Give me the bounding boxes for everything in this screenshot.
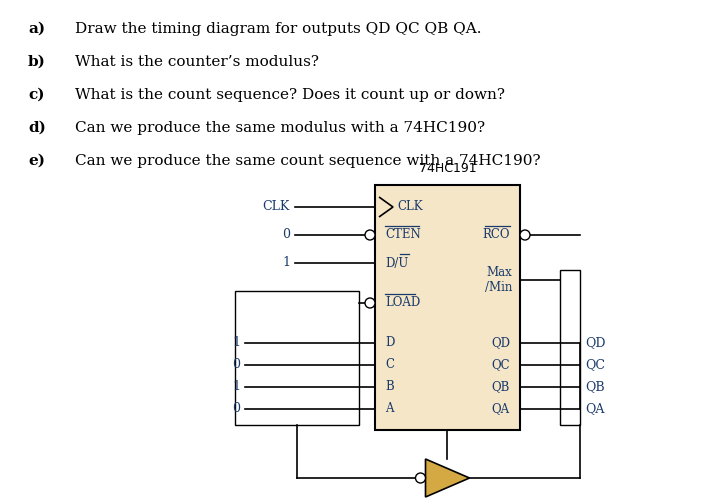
Text: Max
/Min: Max /Min <box>484 266 512 294</box>
Circle shape <box>520 230 530 240</box>
Text: QC: QC <box>585 358 605 371</box>
Text: d): d) <box>28 121 46 135</box>
Text: c): c) <box>28 88 44 102</box>
Text: D: D <box>385 337 394 349</box>
Text: QC: QC <box>492 358 510 371</box>
Bar <box>235 291 359 425</box>
Text: 74HC191: 74HC191 <box>418 162 476 175</box>
Text: C: C <box>385 358 394 371</box>
Text: B: B <box>385 381 394 394</box>
Circle shape <box>365 230 375 240</box>
Bar <box>375 185 520 430</box>
Text: A: A <box>385 403 394 415</box>
Bar <box>560 270 580 425</box>
Text: CTEN: CTEN <box>385 228 420 241</box>
Text: 0: 0 <box>232 358 240 371</box>
Text: QB: QB <box>585 381 605 394</box>
Text: a): a) <box>28 22 45 36</box>
Text: CLK: CLK <box>397 201 423 214</box>
Text: QD: QD <box>585 337 605 349</box>
Text: QA: QA <box>492 403 510 415</box>
Text: CLK: CLK <box>262 201 290 214</box>
Text: D/U: D/U <box>385 257 408 270</box>
Text: QB: QB <box>492 381 510 394</box>
Text: Draw the timing diagram for outputs QD QC QB QA.: Draw the timing diagram for outputs QD Q… <box>75 22 481 36</box>
Text: QA: QA <box>585 403 605 415</box>
Text: What is the count sequence? Does it count up or down?: What is the count sequence? Does it coun… <box>75 88 505 102</box>
Text: 0: 0 <box>282 228 290 241</box>
Text: 1: 1 <box>232 337 240 349</box>
Text: 0: 0 <box>232 403 240 415</box>
Text: e): e) <box>28 154 45 168</box>
Text: Can we produce the same modulus with a 74HC190?: Can we produce the same modulus with a 7… <box>75 121 485 135</box>
Text: LOAD: LOAD <box>385 296 420 309</box>
Circle shape <box>365 298 375 308</box>
Text: b): b) <box>28 55 46 69</box>
Text: 1: 1 <box>282 257 290 270</box>
Text: Can we produce the same count sequence with a 74HC190?: Can we produce the same count sequence w… <box>75 154 541 168</box>
Text: RCO: RCO <box>483 228 510 241</box>
Text: 1: 1 <box>232 381 240 394</box>
Text: QD: QD <box>491 337 510 349</box>
Circle shape <box>415 473 426 483</box>
Text: What is the counter’s modulus?: What is the counter’s modulus? <box>75 55 319 69</box>
Polygon shape <box>426 459 470 497</box>
